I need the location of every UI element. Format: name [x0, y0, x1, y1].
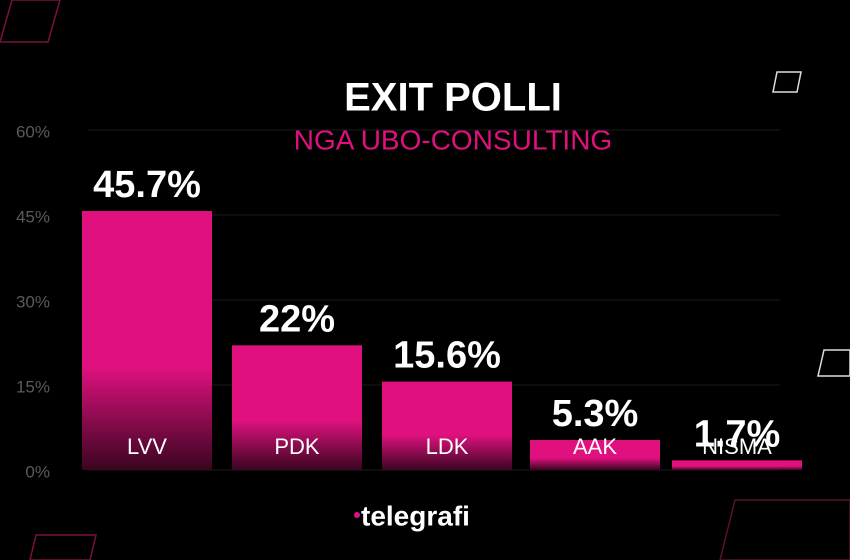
- decor-shape: [817, 349, 850, 377]
- x-tick-label: NISMA: [702, 434, 772, 459]
- x-tick-label: LDK: [426, 434, 469, 459]
- data-label: 15.6%: [393, 335, 501, 377]
- data-label: 1.7%: [694, 413, 781, 455]
- bar: [672, 460, 802, 470]
- chart-title: EXIT POLLI: [344, 76, 562, 120]
- bar: [82, 211, 212, 471]
- y-tick-label: 30%: [16, 292, 50, 311]
- decor-shape: [772, 71, 802, 93]
- y-tick-label: 15%: [16, 377, 50, 396]
- x-tick-label: AAK: [573, 434, 617, 459]
- bar: [232, 345, 362, 470]
- y-tick-label: 60%: [16, 122, 50, 141]
- y-tick-label: 0%: [25, 462, 50, 481]
- brand-dot: [354, 512, 360, 518]
- decor-shape: [719, 499, 850, 560]
- brand: telegrafi: [361, 500, 470, 531]
- decor-shape: [0, 0, 61, 43]
- x-tick-label: LVV: [127, 434, 167, 459]
- chart-subtitle: NGA UBO-CONSULTING: [294, 124, 612, 155]
- data-label: 22%: [259, 298, 335, 340]
- x-tick-label: PDK: [274, 434, 320, 459]
- bar: [382, 381, 512, 470]
- data-label: 5.3%: [552, 393, 639, 435]
- decor-shape: [29, 534, 97, 560]
- data-label: 45.7%: [93, 164, 201, 206]
- bar: [530, 439, 660, 470]
- y-tick-label: 45%: [16, 207, 50, 226]
